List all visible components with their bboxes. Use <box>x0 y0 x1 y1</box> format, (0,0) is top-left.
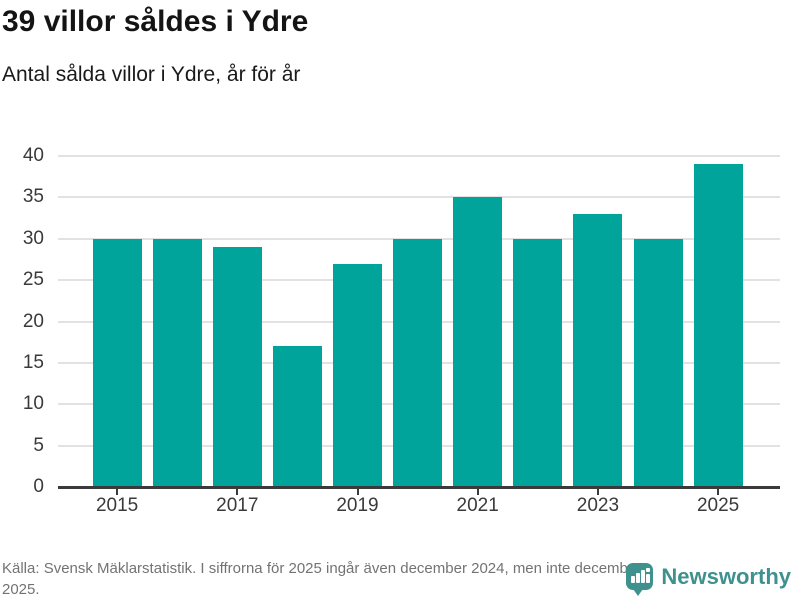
x-axis-tick-2023 <box>596 488 599 495</box>
gridline-y-35 <box>58 196 780 199</box>
y-axis-tick-label: 5 <box>33 434 44 456</box>
gridline-y-40 <box>58 155 780 157</box>
x-axis-tick-label: 2021 <box>456 495 499 516</box>
bar-2019 <box>333 263 382 487</box>
x-axis-tick-2021 <box>476 488 479 495</box>
y-axis-tick-label: 15 <box>22 351 44 373</box>
y-axis-tick-label: 10 <box>22 393 44 415</box>
logo-exclamation-dot-icon <box>646 568 650 572</box>
chart-title: 39 villor såldes i Ydre <box>2 5 309 38</box>
x-axis-tick-label: 2025 <box>696 495 740 516</box>
logo-bar-icon <box>641 570 645 583</box>
x-axis-tick-label: 2015 <box>95 495 139 516</box>
bar-2018 <box>272 346 322 487</box>
x-axis-line <box>58 486 780 489</box>
bar-2016 <box>152 238 202 487</box>
bar-2020 <box>393 238 443 487</box>
y-axis-tick-label: 40 <box>22 145 44 166</box>
bar-2024 <box>633 238 683 487</box>
y-axis-tick-label: 25 <box>22 269 44 291</box>
x-axis-tick-label: 2023 <box>576 495 620 516</box>
y-axis-tick-label: 0 <box>33 476 44 497</box>
bar-2025 <box>693 164 743 487</box>
bar-2022 <box>513 238 563 487</box>
source-note: Källa: Svensk Mäklarstatistik. I siffror… <box>2 560 642 598</box>
x-axis-tick-2017 <box>236 488 239 495</box>
speech-bubble-tail <box>633 589 644 596</box>
bar-2023 <box>573 213 623 487</box>
brand-name: Newsworthy <box>661 563 791 589</box>
bar-2017 <box>212 247 262 487</box>
logo-bar-icon <box>631 576 635 583</box>
newsworthy-logo[interactable]: Newsworthy <box>626 563 791 596</box>
chart-subtitle: Antal sålda villor i Ydre, år för år <box>2 63 301 86</box>
newsworthy-logo-icon <box>626 563 654 596</box>
logo-exclamation-stem-icon <box>646 574 650 583</box>
y-axis-tick-label: 35 <box>22 186 44 208</box>
y-axis-tick-label: 20 <box>22 310 44 332</box>
bar-2021 <box>453 197 503 487</box>
x-axis-tick-2015 <box>116 488 119 495</box>
x-axis-tick-label: 2017 <box>216 495 259 516</box>
logo-bar-icon <box>636 573 640 583</box>
x-axis-tick-2025 <box>717 488 720 495</box>
bar-2015 <box>92 238 142 487</box>
y-axis-tick-label: 30 <box>22 227 44 249</box>
x-axis-tick-label: 2019 <box>336 495 379 516</box>
x-axis-tick-2019 <box>356 488 359 495</box>
